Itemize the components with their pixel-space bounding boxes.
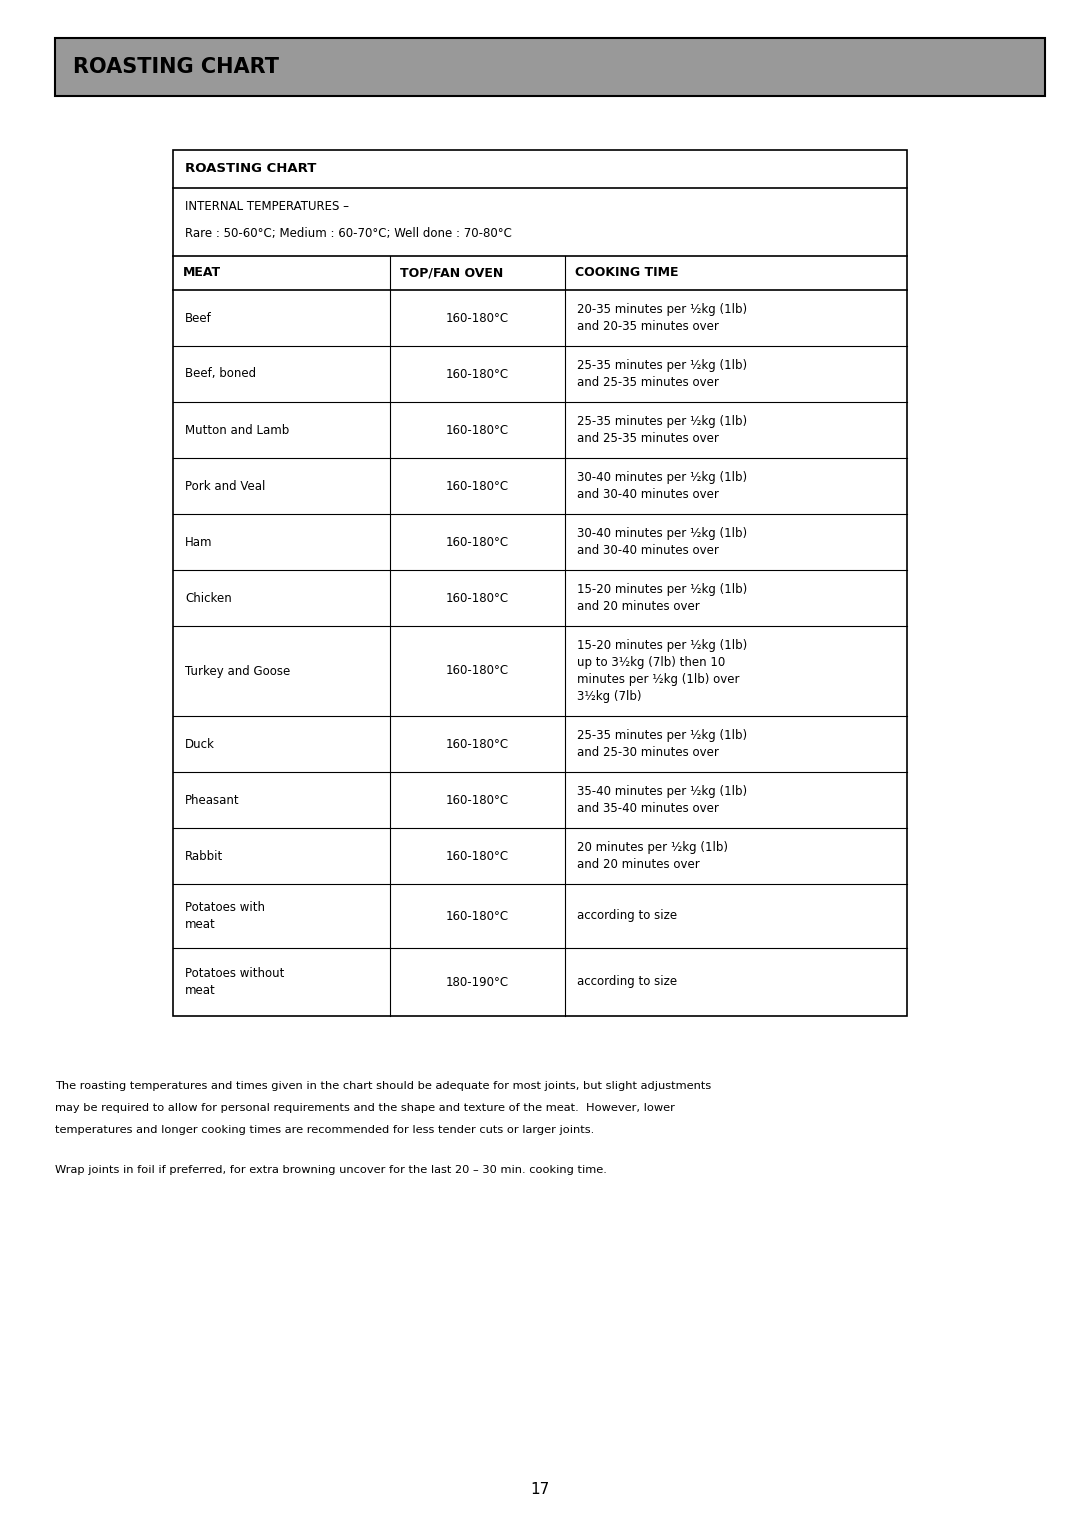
Text: Pork and Veal: Pork and Veal bbox=[185, 480, 266, 492]
Text: according to size: according to size bbox=[577, 975, 677, 989]
Bar bbox=[55, 38, 1045, 96]
Text: 160-180°C: 160-180°C bbox=[446, 480, 509, 492]
Text: minutes per ½kg (1lb) over: minutes per ½kg (1lb) over bbox=[577, 672, 740, 686]
Text: 160-180°C: 160-180°C bbox=[446, 368, 509, 380]
Text: temperatures and longer cooking times are recommended for less tender cuts or la: temperatures and longer cooking times ar… bbox=[55, 1125, 594, 1135]
Text: Mutton and Lamb: Mutton and Lamb bbox=[185, 423, 289, 437]
Text: 160-180°C: 160-180°C bbox=[446, 312, 509, 324]
Text: 17: 17 bbox=[530, 1482, 550, 1497]
Text: Beef: Beef bbox=[185, 312, 212, 324]
Text: Wrap joints in foil if preferred, for extra browning uncover for the last 20 – 3: Wrap joints in foil if preferred, for ex… bbox=[55, 1164, 607, 1175]
Text: up to 3½kg (7lb) then 10: up to 3½kg (7lb) then 10 bbox=[577, 656, 726, 669]
Text: TOP/FAN OVEN: TOP/FAN OVEN bbox=[400, 266, 503, 280]
Text: and 20-35 minutes over: and 20-35 minutes over bbox=[577, 319, 719, 333]
Text: 25-35 minutes per ½kg (1lb): 25-35 minutes per ½kg (1lb) bbox=[577, 359, 747, 371]
Text: Chicken: Chicken bbox=[185, 591, 232, 605]
Text: 180-190°C: 180-190°C bbox=[446, 975, 509, 989]
Text: 160-180°C: 160-180°C bbox=[446, 909, 509, 923]
Text: meat: meat bbox=[185, 984, 216, 996]
Text: 25-35 minutes per ½kg (1lb): 25-35 minutes per ½kg (1lb) bbox=[577, 729, 747, 743]
Text: 30-40 minutes per ½kg (1lb): 30-40 minutes per ½kg (1lb) bbox=[577, 527, 747, 539]
Text: Duck: Duck bbox=[185, 738, 215, 750]
Text: 3½kg (7lb): 3½kg (7lb) bbox=[577, 691, 642, 703]
Text: according to size: according to size bbox=[577, 909, 677, 923]
Text: 160-180°C: 160-180°C bbox=[446, 423, 509, 437]
Text: INTERNAL TEMPERATURES –: INTERNAL TEMPERATURES – bbox=[185, 200, 349, 212]
Text: 160-180°C: 160-180°C bbox=[446, 793, 509, 807]
Text: 20 minutes per ½kg (1lb): 20 minutes per ½kg (1lb) bbox=[577, 840, 728, 854]
Text: and 20 minutes over: and 20 minutes over bbox=[577, 859, 700, 871]
Text: ROASTING CHART: ROASTING CHART bbox=[185, 162, 316, 176]
Text: 160-180°C: 160-180°C bbox=[446, 850, 509, 862]
Text: and 30-40 minutes over: and 30-40 minutes over bbox=[577, 487, 719, 501]
Text: Turkey and Goose: Turkey and Goose bbox=[185, 665, 291, 677]
Text: may be required to allow for personal requirements and the shape and texture of : may be required to allow for personal re… bbox=[55, 1103, 675, 1112]
Text: Ham: Ham bbox=[185, 535, 213, 549]
Text: and 25-35 minutes over: and 25-35 minutes over bbox=[577, 376, 719, 390]
Text: COOKING TIME: COOKING TIME bbox=[575, 266, 678, 280]
Text: 160-180°C: 160-180°C bbox=[446, 535, 509, 549]
Text: and 25-35 minutes over: and 25-35 minutes over bbox=[577, 432, 719, 445]
Text: The roasting temperatures and times given in the chart should be adequate for mo: The roasting temperatures and times give… bbox=[55, 1080, 712, 1091]
Text: Potatoes without: Potatoes without bbox=[185, 967, 284, 979]
Text: meat: meat bbox=[185, 918, 216, 931]
Text: Rabbit: Rabbit bbox=[185, 850, 224, 862]
Text: 35-40 minutes per ½kg (1lb): 35-40 minutes per ½kg (1lb) bbox=[577, 785, 747, 798]
Bar bbox=[173, 150, 907, 1016]
Text: MEAT: MEAT bbox=[183, 266, 221, 280]
Text: and 20 minutes over: and 20 minutes over bbox=[577, 601, 700, 613]
Text: 20-35 minutes per ½kg (1lb): 20-35 minutes per ½kg (1lb) bbox=[577, 303, 747, 316]
Text: Rare : 50-60°C; Medium : 60-70°C; Well done : 70-80°C: Rare : 50-60°C; Medium : 60-70°C; Well d… bbox=[185, 228, 512, 240]
Text: Beef, boned: Beef, boned bbox=[185, 368, 256, 380]
Text: 160-180°C: 160-180°C bbox=[446, 738, 509, 750]
Text: 15-20 minutes per ½kg (1lb): 15-20 minutes per ½kg (1lb) bbox=[577, 584, 747, 596]
Text: and 30-40 minutes over: and 30-40 minutes over bbox=[577, 544, 719, 558]
Text: 25-35 minutes per ½kg (1lb): 25-35 minutes per ½kg (1lb) bbox=[577, 416, 747, 428]
Text: 30-40 minutes per ½kg (1lb): 30-40 minutes per ½kg (1lb) bbox=[577, 471, 747, 484]
Text: and 25-30 minutes over: and 25-30 minutes over bbox=[577, 746, 719, 759]
Text: Potatoes with: Potatoes with bbox=[185, 902, 265, 914]
Text: Pheasant: Pheasant bbox=[185, 793, 240, 807]
Text: 15-20 minutes per ½kg (1lb): 15-20 minutes per ½kg (1lb) bbox=[577, 639, 747, 652]
Text: 160-180°C: 160-180°C bbox=[446, 665, 509, 677]
Text: ROASTING CHART: ROASTING CHART bbox=[73, 57, 279, 76]
Text: 160-180°C: 160-180°C bbox=[446, 591, 509, 605]
Text: and 35-40 minutes over: and 35-40 minutes over bbox=[577, 802, 719, 814]
